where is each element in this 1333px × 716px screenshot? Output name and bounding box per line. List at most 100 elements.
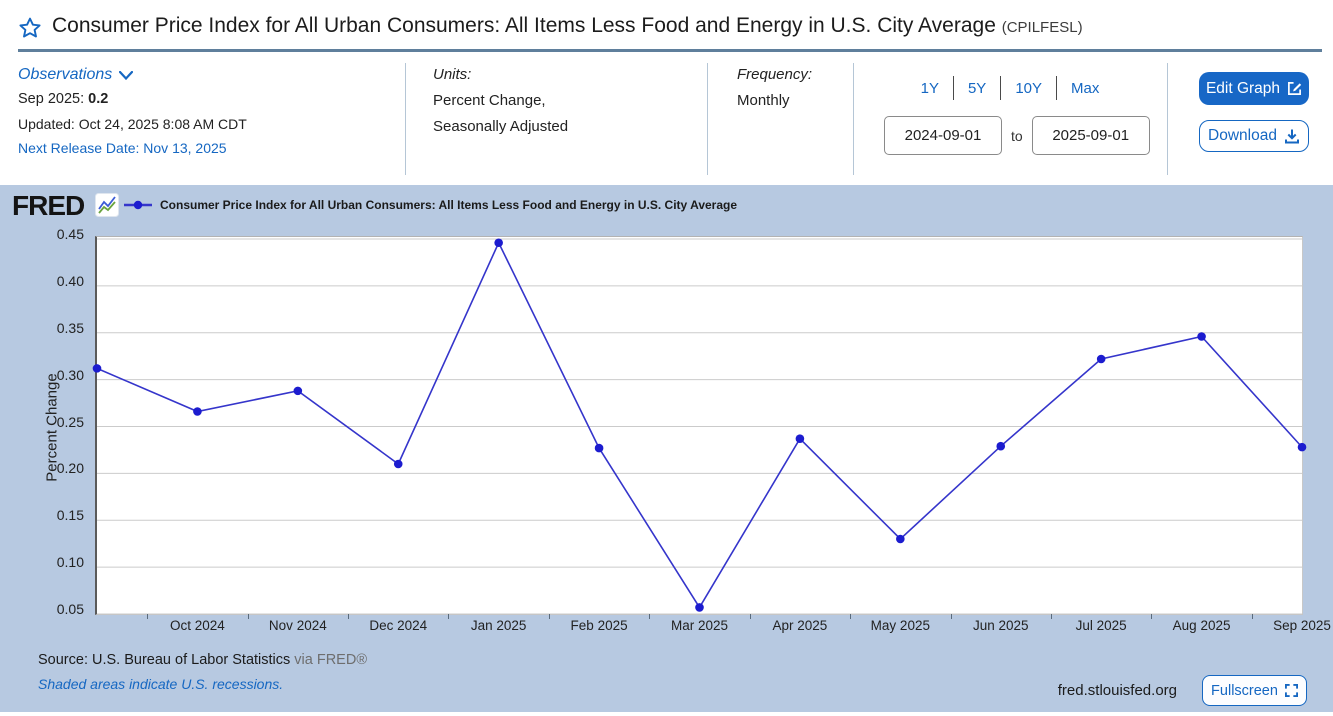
preset-separator [1000,76,1002,100]
data-line [96,240,1303,609]
site-url: fred.stlouisfed.org [1057,682,1177,699]
edit-graph-button[interactable]: Edit Graph [1199,72,1309,105]
data-point [1297,442,1307,452]
range-preset-1y[interactable]: 1Y [920,79,939,97]
preset-separator [1056,76,1058,100]
x-tick-label: Jun 2025 [972,618,1029,633]
edit-pencil-icon [1288,82,1302,95]
column-divider [405,63,406,175]
y-tick-label: 0.05 [56,601,84,617]
start-date-input[interactable] [884,116,1002,155]
x-tick-mark [850,614,852,619]
legend-item[interactable]: Consumer Price Index for All Urban Consu… [124,198,737,212]
latest-observation: Sep 2025: 0.2 [18,91,398,107]
y-tick-label: 0.45 [56,226,84,242]
favorite-star-icon[interactable] [18,16,42,40]
y-tick-label: 0.35 [56,319,84,336]
fullscreen-button[interactable]: Fullscreen [1202,675,1307,706]
data-point [494,238,503,248]
end-date-input[interactable] [1031,116,1150,155]
latest-observation-value: 0.2 [88,91,109,107]
data-point [293,386,303,396]
x-tick-label: Aug 2025 [1172,618,1231,633]
observations-label: Observations [18,66,113,83]
recessions-note: Shaded areas indicate U.S. recessions. [38,676,284,692]
x-tick-label: Sep 2025 [1273,618,1331,633]
y-tick-label: 0.15 [56,507,84,524]
series-title: Consumer Price Index for All Urban Consu… [52,14,996,37]
y-tick-label: 0.10 [56,554,84,571]
download-icon [1284,129,1299,144]
y-tick-label: 0.25 [56,413,84,430]
data-point [1096,354,1106,364]
y-tick-label: 0.20 [56,460,84,477]
x-tick-mark [749,614,751,619]
data-point [1197,332,1206,341]
x-tick-mark [1151,614,1153,619]
x-tick-label: Apr 2025 [772,618,828,633]
updated-timestamp: Updated: Oct 24, 2025 8:08 AM CDT [18,116,247,132]
x-tick-label: Nov 2024 [268,618,327,633]
x-tick-mark [147,614,149,619]
range-preset-max[interactable]: Max [1071,79,1100,97]
line-chart-svg[interactable] [92,237,1307,615]
observations-toggle[interactable]: Observations [18,66,398,84]
chart-plot-area[interactable] [92,236,1307,615]
fullscreen-label: Fullscreen [1211,682,1278,699]
data-point [795,434,805,443]
latest-observation-date: Sep 2025: [18,91,89,107]
source-text: Source: U.S. Bureau of Labor Statistics [38,652,291,668]
x-tick-label: Dec 2024 [369,618,428,633]
range-preset-5y[interactable]: 5Y [967,79,987,97]
data-point [695,603,704,612]
legend-line-marker-icon [124,200,152,210]
frequency-label: Frequency: [737,66,813,83]
x-tick-mark [1050,614,1052,619]
range-presets: 1Y 5Y 10Y Max [884,76,1136,100]
x-tick-label: Mar 2025 [670,618,729,633]
range-preset-10y[interactable]: 10Y [1015,79,1043,97]
x-tick-mark [1251,614,1253,619]
data-point [193,407,202,416]
x-tick-mark [448,614,450,619]
data-point [594,443,604,453]
x-tick-label: Feb 2025 [570,618,628,633]
units-line2: Seasonally Adjusted [433,118,569,135]
data-point [896,534,905,544]
title-divider [18,49,1322,52]
chevron-down-icon [119,70,134,80]
x-tick-label: Jan 2025 [470,618,527,633]
x-tick-mark [247,614,249,619]
data-point [92,364,102,373]
source-via-text: via FRED® [290,652,368,668]
data-point [996,441,1006,451]
next-release-link[interactable]: Next Release Date: Nov 13, 2025 [18,140,227,156]
x-tick-mark [950,614,952,619]
x-tick-label: Jul 2025 [1075,618,1127,633]
data-point [393,459,403,469]
x-tick-label: Oct 2024 [170,618,225,633]
date-range-column: 1Y 5Y 10Y Max to [884,76,1150,155]
x-tick-mark [348,614,350,619]
frequency-value: Monthly [737,92,790,109]
column-divider [1167,63,1168,175]
x-tick-label: May 2025 [870,618,930,633]
preset-separator [952,76,954,100]
chart-panel: FRED Consumer Price Index for All Urban … [0,185,1333,712]
x-tick-mark [649,614,651,619]
y-tick-label: 0.40 [56,272,84,289]
units-line1: Percent Change, [433,92,546,109]
fullscreen-icon [1284,684,1298,697]
date-range-to-label: to [1011,127,1023,144]
source-line: Source: U.S. Bureau of Labor Statistics … [38,652,367,668]
date-range-inputs: to [884,116,1150,155]
fred-logo[interactable]: FRED [12,190,85,221]
series-code: (CPILFESL) [1001,19,1083,36]
fred-chart-logo-icon [95,193,119,217]
column-divider [707,63,708,175]
observations-column: Observations Sep 2025: 0.2 Updated: Oct … [18,66,398,156]
edit-graph-label: Edit Graph [1205,79,1281,97]
x-tick-mark [548,614,550,619]
download-button[interactable]: Download [1199,120,1309,152]
